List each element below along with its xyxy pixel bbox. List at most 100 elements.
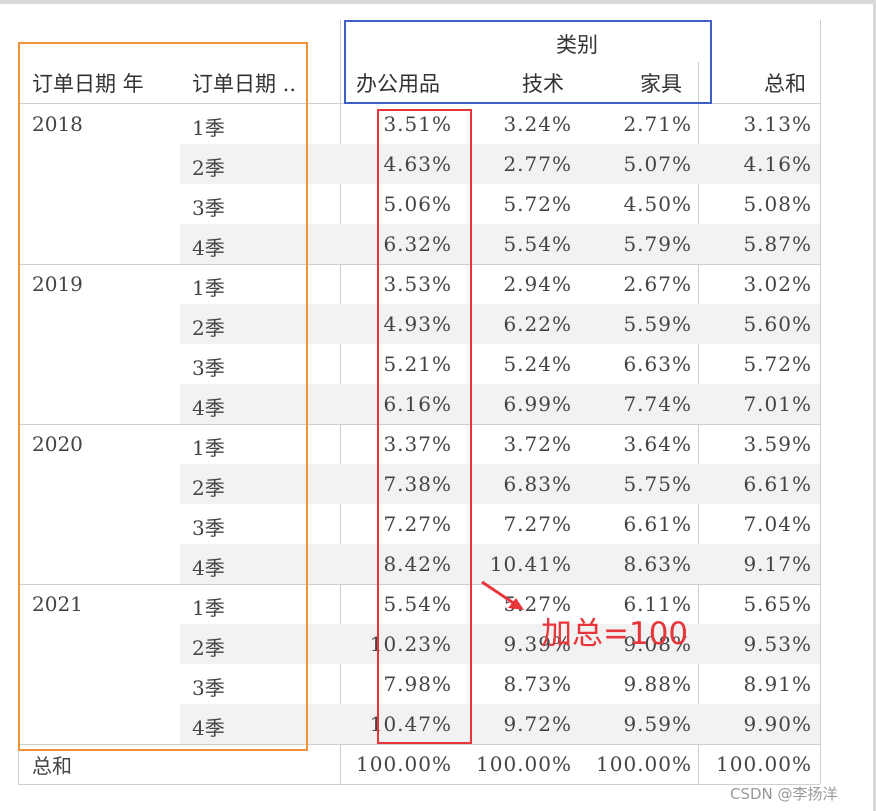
table-cell[interactable]: 8.73% (503, 672, 572, 696)
annotation-orange-box (18, 42, 308, 751)
row-year-label[interactable]: 2021 (32, 592, 83, 616)
table-cell[interactable]: 7.04% (743, 512, 812, 536)
row-quarter-label[interactable]: 3季 (192, 356, 225, 380)
table-cell[interactable]: 5.75% (623, 472, 692, 496)
table-cell[interactable]: 6.11% (623, 592, 692, 616)
row-quarter-label[interactable]: 2季 (192, 636, 225, 660)
table-cell[interactable]: 5.24% (503, 352, 572, 376)
table-cell[interactable]: 3.53% (383, 272, 452, 296)
table-cell[interactable]: 9.17% (743, 552, 812, 576)
table-cell[interactable]: 5.59% (623, 312, 692, 336)
table-cell[interactable]: 6.63% (623, 352, 692, 376)
row-year-label[interactable]: 2020 (32, 432, 83, 456)
table-cell[interactable]: 9.59% (623, 712, 692, 736)
header-category-furniture[interactable]: 家具 (640, 72, 682, 96)
header-category-office[interactable]: 办公用品 (356, 72, 440, 96)
table-cell[interactable]: 2.77% (503, 152, 572, 176)
table-cell[interactable]: 3.72% (503, 432, 572, 456)
table-cell[interactable]: 7.27% (383, 512, 452, 536)
table-cell[interactable]: 5.07% (623, 152, 692, 176)
table-cell[interactable]: 3.13% (743, 112, 812, 136)
row-quarter-label[interactable]: 3季 (192, 676, 225, 700)
table-cell[interactable]: 6.61% (623, 512, 692, 536)
table-cell[interactable]: 5.21% (383, 352, 452, 376)
header-order-quarter[interactable]: 订单日期 .. (192, 72, 297, 96)
row-quarter-label[interactable]: 1季 (192, 276, 225, 300)
row-quarter-label[interactable]: 3季 (192, 196, 225, 220)
header-category-tech[interactable]: 技术 (522, 72, 564, 96)
row-quarter-label[interactable]: 1季 (192, 116, 225, 140)
table-cell[interactable]: 6.99% (503, 392, 572, 416)
total-cell[interactable]: 100.00% (716, 752, 812, 776)
row-year-label[interactable]: 2019 (32, 272, 83, 296)
row-quarter-label[interactable]: 4季 (192, 396, 225, 420)
table-cell[interactable]: 3.51% (383, 112, 452, 136)
table-cell[interactable]: 5.72% (743, 352, 812, 376)
total-row-label[interactable]: 总和 (32, 754, 72, 778)
table-cell[interactable]: 6.22% (503, 312, 572, 336)
table-cell[interactable]: 6.83% (503, 472, 572, 496)
total-cell[interactable]: 100.00% (596, 752, 692, 776)
table-cell[interactable]: 9.53% (743, 632, 812, 656)
table-cell[interactable]: 5.65% (743, 592, 812, 616)
table-cell[interactable]: 10.47% (369, 712, 452, 736)
total-cell[interactable]: 100.00% (476, 752, 572, 776)
row-quarter-label[interactable]: 4季 (192, 236, 225, 260)
watermark: CSDN @李扬洋 (730, 785, 838, 803)
table-cell[interactable]: 5.06% (383, 192, 452, 216)
row-quarter-label[interactable]: 1季 (192, 436, 225, 460)
table-cell[interactable]: 5.79% (623, 232, 692, 256)
table-cell[interactable]: 6.61% (743, 472, 812, 496)
row-stripe (180, 384, 820, 424)
row-year-label[interactable]: 2018 (32, 112, 83, 136)
table-cell[interactable]: 7.74% (623, 392, 692, 416)
table-cell[interactable]: 8.42% (383, 552, 452, 576)
table-cell[interactable]: 7.38% (383, 472, 452, 496)
table-cell[interactable]: 2.71% (623, 112, 692, 136)
table-cell[interactable]: 3.24% (503, 112, 572, 136)
table-cell[interactable]: 5.60% (743, 312, 812, 336)
table-cell[interactable]: 9.39% (503, 632, 572, 656)
header-category-group[interactable]: 类别 (556, 33, 598, 57)
row-quarter-label[interactable]: 2季 (192, 156, 225, 180)
table-cell[interactable]: 2.67% (623, 272, 692, 296)
table-cell[interactable]: 7.27% (503, 512, 572, 536)
total-cell[interactable]: 100.00% (356, 752, 452, 776)
table-cell[interactable]: 9.72% (503, 712, 572, 736)
year-separator (18, 264, 820, 265)
table-cell[interactable]: 6.16% (383, 392, 452, 416)
grid-hline-bottom (18, 784, 820, 785)
table-cell[interactable]: 4.50% (623, 192, 692, 216)
table-cell[interactable]: 3.64% (623, 432, 692, 456)
table-cell[interactable]: 8.91% (743, 672, 812, 696)
table-cell[interactable]: 3.59% (743, 432, 812, 456)
table-cell[interactable]: 7.98% (383, 672, 452, 696)
row-quarter-label[interactable]: 1季 (192, 596, 225, 620)
row-quarter-label[interactable]: 2季 (192, 316, 225, 340)
table-cell[interactable]: 7.01% (743, 392, 812, 416)
table-cell[interactable]: 4.16% (743, 152, 812, 176)
row-quarter-label[interactable]: 4季 (192, 716, 225, 740)
table-cell[interactable]: 4.93% (383, 312, 452, 336)
header-order-year[interactable]: 订单日期 年 (32, 72, 144, 96)
table-cell[interactable]: 5.87% (743, 232, 812, 256)
table-cell[interactable]: 8.63% (623, 552, 692, 576)
table-cell[interactable]: 10.23% (369, 632, 452, 656)
table-cell[interactable]: 5.54% (503, 232, 572, 256)
table-cell[interactable]: 2.94% (503, 272, 572, 296)
row-quarter-label[interactable]: 3季 (192, 516, 225, 540)
table-cell[interactable]: 9.08% (623, 632, 692, 656)
table-cell[interactable]: 5.08% (743, 192, 812, 216)
table-cell[interactable]: 10.41% (489, 552, 572, 576)
row-quarter-label[interactable]: 2季 (192, 476, 225, 500)
header-total[interactable]: 总和 (764, 72, 806, 96)
table-cell[interactable]: 9.88% (623, 672, 692, 696)
table-cell[interactable]: 3.37% (383, 432, 452, 456)
table-cell[interactable]: 5.54% (383, 592, 452, 616)
row-quarter-label[interactable]: 4季 (192, 556, 225, 580)
table-cell[interactable]: 6.32% (383, 232, 452, 256)
table-cell[interactable]: 4.63% (383, 152, 452, 176)
table-cell[interactable]: 5.72% (503, 192, 572, 216)
table-cell[interactable]: 9.90% (743, 712, 812, 736)
table-cell[interactable]: 3.02% (743, 272, 812, 296)
